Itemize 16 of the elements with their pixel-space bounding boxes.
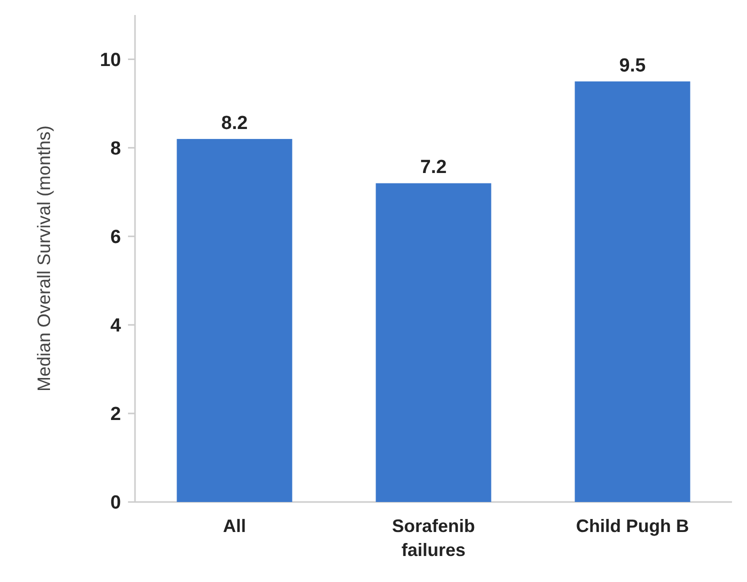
bar [176,138,292,502]
y-tick-label: 8 [110,138,121,160]
y-tick-label: 0 [110,492,121,514]
x-tick-label: All [222,516,246,536]
x-tick-label: Child Pugh B [576,516,689,536]
bar [574,81,690,502]
y-tick-label: 4 [110,316,122,337]
y-tick-label: 10 [100,50,121,71]
data-label: 8.2 [221,112,248,134]
bar [376,183,492,502]
y-axis-title: Median Overall Survival (months) [34,125,54,392]
y-tick-label: 2 [110,404,121,426]
x-tick-label: Sorafenib failures [392,516,476,560]
data-label: 9.5 [619,55,646,76]
y-tick-label: 6 [110,227,121,248]
data-label: 7.2 [420,157,447,178]
